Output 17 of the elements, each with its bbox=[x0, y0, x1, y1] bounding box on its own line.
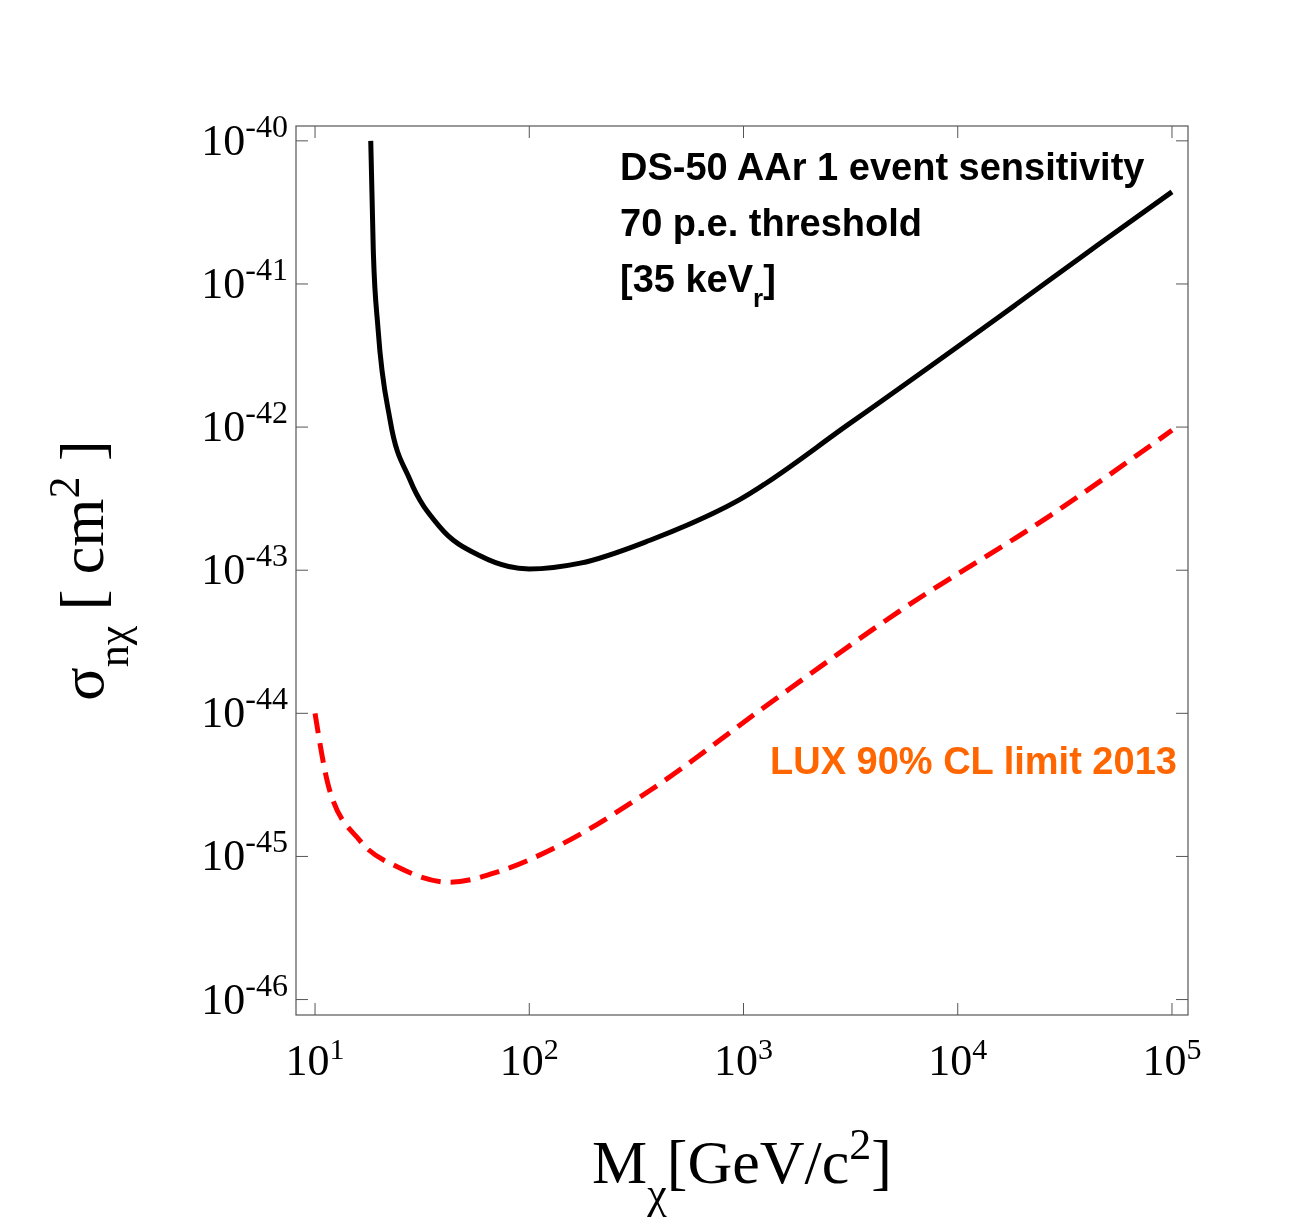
x-tick-label: 10$^{5}$ bbox=[1142, 1031, 1202, 1085]
y-tick-label: 10$^{-40}$ bbox=[201, 107, 288, 165]
annotation: DS-50 AAr 1 event sensitivity bbox=[620, 146, 1145, 188]
y-tick-label: 10$^{-45}$ bbox=[201, 823, 288, 881]
x-tick-label: 10$^{3}$ bbox=[714, 1031, 773, 1085]
y-tick-label: 10$^{-43}$ bbox=[201, 537, 288, 595]
annotation: [35 keV$_{r}$] bbox=[620, 258, 776, 313]
x-tick-label: 10$^{1}$ bbox=[285, 1031, 345, 1085]
y-tick-label: 10$^{-42}$ bbox=[201, 394, 288, 452]
x-axis-title: M$_{χ}$[GeV/c$^{2}$] bbox=[592, 1119, 892, 1218]
annotation: 70 p.e. threshold bbox=[620, 202, 922, 244]
y-tick-label: 10$^{-46}$ bbox=[201, 966, 288, 1024]
y-tick-label: 10$^{-41}$ bbox=[201, 250, 288, 308]
annotation: LUX 90% CL limit 2013 bbox=[770, 740, 1177, 782]
y-tick-label: 10$^{-44}$ bbox=[201, 680, 288, 738]
x-tick-label: 10$^{4}$ bbox=[928, 1031, 988, 1085]
x-tick-label: 10$^{2}$ bbox=[499, 1031, 559, 1085]
